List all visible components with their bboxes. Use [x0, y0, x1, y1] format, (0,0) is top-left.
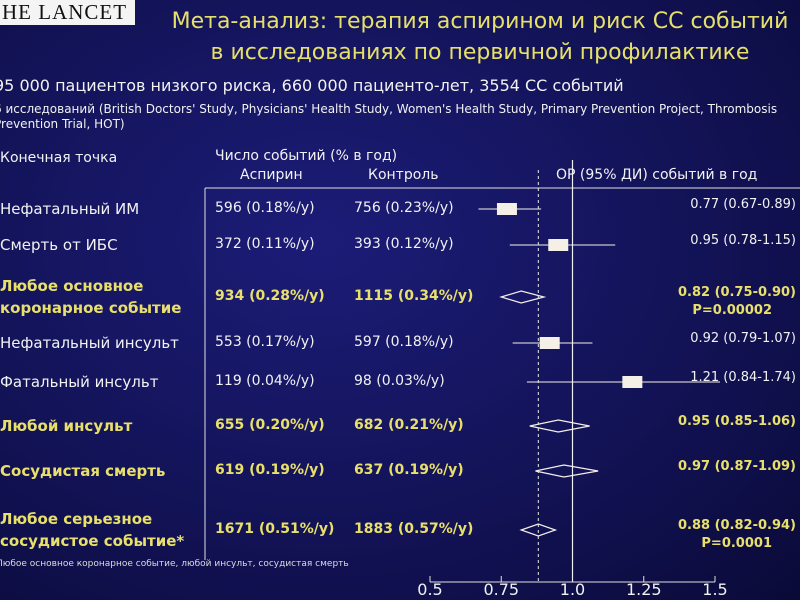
- ratio-label: 0.92 (0.79-1.07): [690, 331, 796, 346]
- aspirin-events: 596 (0.18%/y): [215, 200, 315, 216]
- aspirin-events: 1671 (0.51%/y): [215, 521, 335, 537]
- aspirin-events: 553 (0.17%/y): [215, 334, 315, 350]
- p-value: P=0.0001: [701, 536, 772, 551]
- control-events: 597 (0.18%/y): [354, 334, 454, 350]
- x-tick-label: 1.0: [559, 580, 586, 599]
- row-label: Любое основное коронарное событие: [0, 277, 182, 317]
- x-tick-label: 0.5: [417, 580, 443, 599]
- column-header: ОР (95% ДИ) событий в год: [556, 167, 758, 183]
- column-header: Число событий (% в год): [215, 148, 398, 164]
- column-header: Конечная точка: [0, 150, 118, 166]
- plot-area: [478, 203, 720, 537]
- studies-note: 6 исследований (British Doctors' Study, …: [0, 102, 778, 131]
- aspirin-events: 119 (0.04%/y): [215, 373, 315, 389]
- column-header: Контроль: [368, 167, 439, 183]
- slide-title: Мета-анализ: терапия аспирином и риск СС…: [171, 9, 789, 65]
- logo: HE LANCET: [0, 0, 136, 25]
- row-label: Нефатальный инсульт: [0, 334, 179, 352]
- ratio-label: 0.82 (0.75-0.90): [677, 285, 796, 300]
- x-tick-label: 1.5: [702, 580, 728, 599]
- row-label: Любое серьезное сосудистое событие*: [0, 510, 185, 550]
- row-label: Сосудистая смерть: [0, 462, 166, 480]
- ratio-label: 0.97 (0.87-1.09): [677, 459, 796, 474]
- subtitle: 95 000 пациентов низкого риска, 660 000 …: [0, 76, 624, 95]
- control-events: 756 (0.23%/y): [354, 200, 454, 216]
- control-events: 1115 (0.34%/y): [354, 288, 474, 304]
- aspirin-events: 372 (0.11%/y): [215, 236, 315, 252]
- control-events: 682 (0.21%/y): [354, 417, 464, 433]
- aspirin-events: 934 (0.28%/y): [215, 288, 325, 304]
- summary-diamond: [529, 419, 590, 433]
- x-tick-label: 0.75: [483, 580, 520, 599]
- ratio-label: 0.95 (0.78-1.15): [690, 233, 796, 248]
- row-label: Фатальный инсульт: [0, 373, 159, 391]
- point-box: [622, 376, 643, 388]
- control-events: 393 (0.12%/y): [354, 236, 454, 252]
- summary-diamond: [535, 464, 599, 478]
- aspirin-events: 619 (0.19%/y): [215, 462, 325, 478]
- summary-diamond: [519, 523, 558, 537]
- x-tick-label: 1.25: [625, 580, 662, 599]
- summary-diamond: [499, 290, 547, 304]
- ratio-label: 1.21 (0.84-1.74): [690, 370, 796, 385]
- p-value: P=0.00002: [692, 303, 772, 318]
- control-events: 637 (0.19%/y): [354, 462, 464, 478]
- row-label: Нефатальный ИМ: [0, 200, 140, 218]
- aspirin-events: 655 (0.20%/y): [215, 417, 325, 433]
- column-header: Аспирин: [240, 167, 303, 183]
- ratio-label: 0.95 (0.85-1.06): [677, 414, 796, 429]
- point-box: [548, 239, 569, 251]
- point-box: [496, 203, 517, 215]
- ratio-label: 0.77 (0.67-0.89): [690, 197, 796, 212]
- point-box: [539, 337, 560, 349]
- row-label: Любой инсульт: [0, 417, 133, 435]
- ratio-label: 0.88 (0.82-0.94): [677, 518, 796, 533]
- control-events: 1883 (0.57%/y): [354, 521, 474, 537]
- footnote: Любое основное коронарное событие, любой…: [0, 559, 349, 569]
- row-label: Смерть от ИБС: [0, 236, 118, 254]
- control-events: 98 (0.03%/y): [354, 373, 445, 389]
